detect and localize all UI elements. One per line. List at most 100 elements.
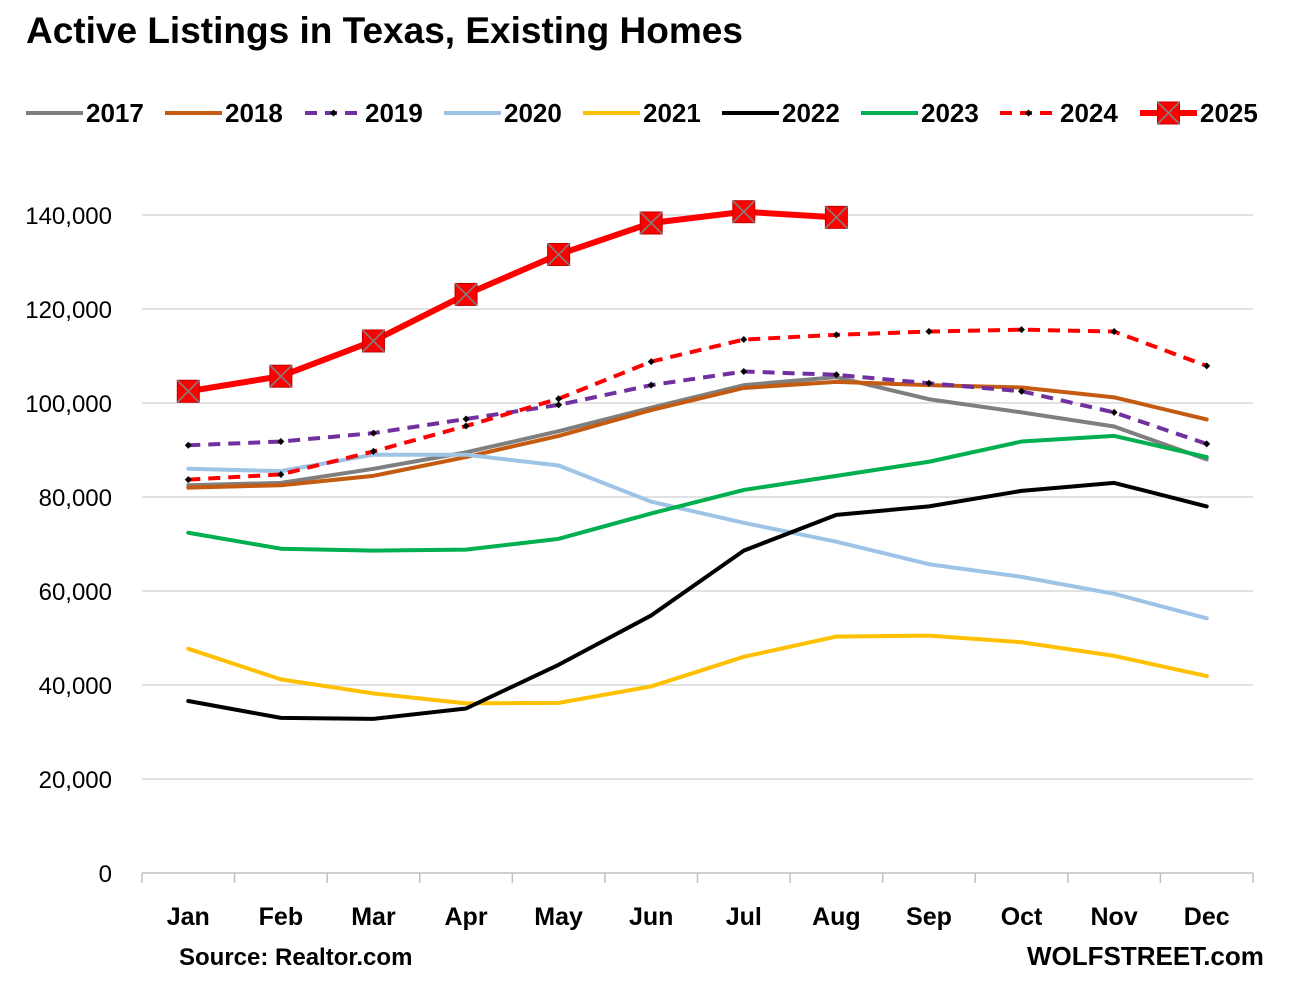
- x-tick-label: Jan: [167, 903, 210, 931]
- data-point-marker: [462, 422, 470, 430]
- x-tick-label: Mar: [351, 903, 396, 931]
- y-tick-label: 60,000: [39, 579, 112, 606]
- data-point-marker: [740, 368, 748, 376]
- x-tick-label: Oct: [1001, 903, 1043, 931]
- legend-item-2022: 2022: [722, 98, 840, 128]
- data-point-marker: [925, 328, 933, 336]
- series-line: [186, 633, 1209, 706]
- chart-title: Active Listings in Texas, Existing Homes: [26, 10, 743, 51]
- legend-label: 2025: [1200, 98, 1258, 128]
- data-point-marker: [1110, 328, 1118, 336]
- data-point-marker: [277, 470, 285, 478]
- series-2017: [186, 375, 1209, 488]
- data-point-marker: [732, 200, 756, 224]
- series-2020: [186, 452, 1209, 621]
- x-tick-label: Aug: [812, 903, 861, 931]
- series-line: [186, 480, 1209, 721]
- y-tick-label: 80,000: [39, 485, 112, 512]
- series-2024: [184, 326, 1211, 484]
- x-tick-label: Jun: [629, 903, 673, 931]
- series-line: [186, 379, 1209, 490]
- x-tick-label: May: [534, 903, 583, 931]
- y-tick-label: 120,000: [25, 297, 112, 324]
- axes: [141, 872, 1254, 883]
- data-point-marker: [184, 476, 192, 484]
- legend-item-2017: 2017: [26, 98, 144, 128]
- legend-label: 2019: [365, 98, 423, 128]
- data-point-marker: [361, 329, 386, 353]
- legend-item-2023: 2023: [861, 98, 979, 128]
- series-line: [188, 327, 1208, 482]
- x-tick-label: Dec: [1184, 903, 1230, 931]
- x-tick-label: Sep: [906, 903, 952, 931]
- y-axis-ticks: 0 20,000 40,000 60,000 80,000 100,000 120,000 1…: [25, 203, 112, 888]
- y-tick-label: 140,000: [25, 203, 112, 230]
- legend-item-2021: 2021: [583, 98, 701, 128]
- series-lines: [176, 200, 1211, 721]
- data-point-marker: [1203, 440, 1211, 448]
- data-point-marker: [330, 109, 337, 117]
- series-line: [186, 433, 1209, 553]
- gridlines: [142, 214, 1253, 780]
- data-point-marker: [1018, 387, 1026, 395]
- x-tick-label: Jul: [726, 903, 762, 931]
- data-point-marker: [369, 429, 377, 437]
- data-point-marker: [832, 331, 840, 339]
- series-line: [188, 369, 1208, 448]
- data-point-marker: [555, 401, 563, 409]
- data-point-marker: [555, 395, 563, 403]
- legend-label: 2021: [643, 98, 701, 128]
- data-point-marker: [1110, 408, 1118, 416]
- x-tick-label: Nov: [1091, 903, 1138, 931]
- legend-label: 2017: [86, 98, 144, 128]
- data-point-marker: [547, 242, 571, 267]
- legend-item-2018: 2018: [165, 98, 283, 128]
- legend-label: 2018: [225, 98, 283, 128]
- legend-label: 2022: [782, 98, 840, 128]
- data-point-marker: [639, 211, 663, 235]
- data-point-marker: [1025, 109, 1032, 117]
- data-point-marker: [176, 379, 200, 403]
- series-line: [186, 452, 1209, 621]
- x-tick-label: Feb: [259, 903, 303, 931]
- series-2022: [186, 480, 1209, 721]
- y-tick-label: 20,000: [39, 767, 112, 794]
- legend-label: 2023: [921, 98, 979, 128]
- legend-label: 2020: [504, 98, 562, 128]
- data-point-marker: [1018, 326, 1026, 334]
- series-2018: [186, 379, 1209, 490]
- data-point-marker: [1156, 101, 1181, 125]
- data-point-marker: [454, 282, 478, 306]
- series-2025: [176, 200, 848, 403]
- legend: 2017 2018 2019 2020 2021 2022 2023 2024 2025: [26, 98, 1258, 128]
- data-point-marker: [277, 438, 285, 446]
- series-line: [185, 208, 840, 395]
- legend-item-2025: 2025: [1140, 98, 1258, 128]
- legend-item-2020: 2020: [444, 98, 562, 128]
- data-point-marker: [824, 205, 848, 229]
- series-2023: [186, 433, 1209, 553]
- data-point-marker: [925, 379, 933, 387]
- series-line: [186, 375, 1209, 488]
- x-tick-label: Apr: [445, 903, 488, 931]
- y-tick-label: 0: [99, 861, 112, 888]
- brand-watermark: WOLFSTREET.com: [1027, 941, 1264, 971]
- data-point-marker: [462, 415, 470, 423]
- data-point-marker: [740, 336, 748, 344]
- data-point-marker: [832, 371, 840, 379]
- series-2019: [184, 368, 1211, 449]
- data-point-marker: [369, 447, 377, 455]
- x-axis-ticks: Jan Feb Mar Apr May Jun Jul Aug Sep Oct Nov Dec: [167, 903, 1230, 931]
- y-tick-label: 40,000: [39, 673, 112, 700]
- y-tick-label: 100,000: [25, 391, 112, 418]
- data-point-marker: [1203, 362, 1211, 370]
- legend-item-2019: 2019: [305, 98, 423, 128]
- legend-label: 2024: [1060, 98, 1118, 128]
- series-2021: [186, 633, 1209, 706]
- data-point-marker: [647, 358, 655, 366]
- legend-item-2024: 2024: [1000, 98, 1118, 128]
- source-note: Source: Realtor.com: [179, 944, 413, 971]
- data-point-marker: [184, 441, 192, 449]
- data-point-marker: [647, 381, 655, 389]
